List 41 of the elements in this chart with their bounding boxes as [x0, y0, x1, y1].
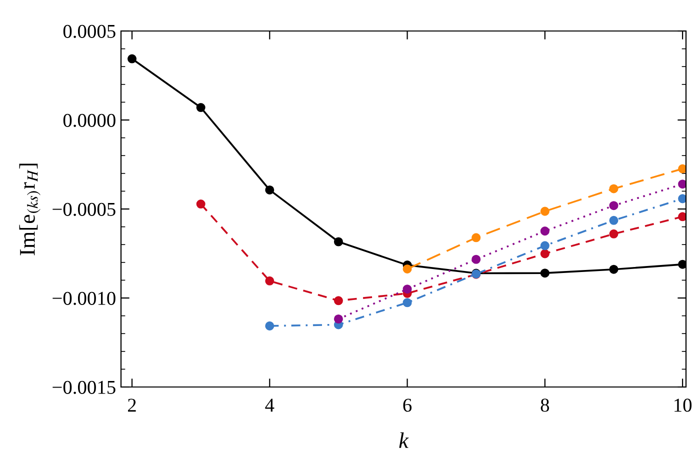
point: [540, 249, 550, 258]
point: [609, 264, 618, 274]
point: [472, 254, 481, 264]
point: [540, 241, 550, 250]
point: [678, 164, 686, 174]
point: [334, 314, 343, 324]
point: [678, 194, 686, 204]
y-tick-label: −0.0010: [52, 292, 116, 306]
y-axis-title: Im[e$_{(ks)}$r$_{H}$]: [19, 164, 40, 256]
point: [472, 233, 481, 242]
x-tick-label: 6: [403, 398, 412, 412]
point: [540, 206, 550, 216]
y-tick-label: 0.0005: [63, 24, 116, 38]
y-tick-label: −0.0015: [52, 380, 116, 394]
point: [678, 260, 686, 269]
point: [678, 180, 686, 189]
point: [334, 296, 343, 306]
y-tick-label: −0.0005: [52, 202, 116, 216]
point: [540, 268, 550, 278]
point: [402, 298, 412, 308]
point: [196, 103, 206, 112]
point: [678, 212, 686, 222]
point: [609, 229, 618, 238]
point: [196, 200, 206, 209]
point: [609, 201, 618, 210]
point: [402, 264, 412, 274]
point: [609, 216, 618, 225]
x-tick-label: 4: [265, 398, 274, 412]
point: [265, 276, 274, 286]
y-tick-label: 0.0000: [63, 114, 116, 128]
point: [402, 284, 412, 294]
point: [265, 321, 274, 330]
x-tick-label: 2: [128, 398, 136, 412]
x-tick-label: 10: [674, 398, 692, 412]
point: [265, 185, 274, 194]
point: [540, 226, 550, 236]
x-axis-title: k: [399, 432, 409, 448]
point: [609, 184, 618, 194]
point: [127, 54, 137, 64]
x-tick-label: 8: [540, 398, 550, 412]
point: [334, 237, 343, 246]
